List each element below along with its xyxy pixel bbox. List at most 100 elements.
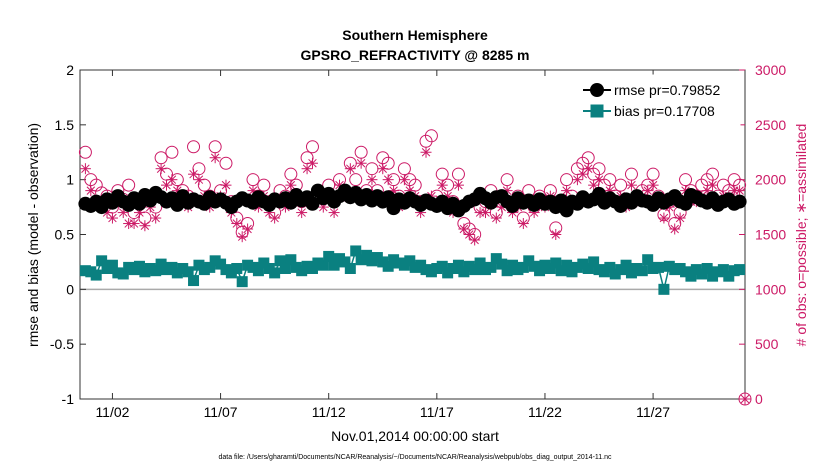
x-tick-label: 11/07: [204, 404, 238, 420]
assimilated-obs-point: [269, 212, 281, 224]
legend-rmse-marker: [590, 83, 604, 97]
assimilated-obs-point: [734, 185, 746, 197]
rmse-point: [732, 194, 747, 209]
asterisk-stroke: [346, 164, 355, 173]
bias-point: [252, 265, 264, 277]
asterisk-stroke: [648, 180, 658, 190]
assimilated-obs-point: [582, 163, 594, 175]
asterisk-stroke: [286, 180, 296, 190]
bias-point: [701, 262, 713, 274]
assimilated-obs-point: [355, 157, 367, 169]
assimilated-obs-point: [306, 157, 318, 169]
legend: rmse pr=0.79852 bias pr=0.17708: [577, 74, 741, 126]
assimilated-obs-point: [382, 174, 394, 186]
chart-title: Southern Hemisphere: [342, 27, 488, 43]
asterisk-stroke: [243, 224, 252, 234]
possible-obs-point: [219, 156, 233, 170]
bias-point: [204, 261, 216, 273]
assimilated-obs-point: [377, 163, 389, 175]
asterisk-stroke: [297, 208, 306, 217]
y-axis-label-left: rmse and bias (model - observation): [25, 123, 41, 347]
assimilated-obs-point: [344, 163, 356, 175]
asterisk-stroke: [156, 164, 166, 173]
asterisk-stroke: [86, 186, 96, 195]
y-tick-label-left: -1: [62, 391, 75, 407]
possible-obs-point: [424, 129, 438, 143]
assimilated-obs-point: [366, 174, 378, 186]
asterisk-stroke: [735, 186, 744, 195]
bias-point: [452, 259, 464, 271]
bias-point: [588, 256, 600, 268]
bias-point: [150, 265, 162, 277]
bias-point: [236, 276, 248, 288]
bias-point: [685, 270, 697, 282]
bias-point: [285, 254, 297, 266]
bias-point: [561, 259, 573, 271]
y-axis-label-right: # of obs: o=possible; ∗=assimilated: [793, 124, 809, 347]
asterisk-stroke: [237, 232, 247, 241]
y-tick-label-right: 1500: [755, 227, 786, 243]
bias-point: [328, 259, 340, 271]
assimilated-obs-point: [669, 223, 681, 235]
y-tick-label-left: 0: [66, 281, 74, 297]
assimilated-obs-point: [150, 212, 162, 224]
bias-point: [182, 266, 194, 278]
chart-subtitle: GPSRO_REFRACTIVITY @ 8285 m: [301, 47, 530, 63]
assimilated-obs-point: [398, 174, 410, 186]
asterisk-stroke: [740, 394, 750, 404]
assimilated-obs-point: [479, 207, 491, 219]
bias-point: [469, 264, 481, 276]
assimilated-obs-point: [469, 234, 481, 246]
assimilated-obs-point: [647, 179, 659, 191]
asterisk-stroke: [481, 208, 490, 217]
asterisk-stroke: [335, 180, 344, 190]
x-tick-label: 11/02: [95, 404, 129, 420]
asterisk-stroke: [437, 180, 447, 190]
bias-point: [550, 257, 562, 269]
rmse-point: [381, 190, 396, 205]
bias-point: [317, 259, 329, 271]
y-tick-label-right: 2000: [755, 172, 786, 188]
asterisk-stroke: [378, 164, 388, 173]
assimilated-obs-point: [128, 218, 140, 230]
zero-count-circle: [738, 392, 752, 406]
asterisk-stroke: [519, 219, 528, 228]
asterisk-stroke: [465, 230, 474, 239]
rmse-point: [305, 196, 320, 211]
asterisk-stroke: [189, 169, 198, 179]
asterisk-stroke: [308, 158, 317, 168]
assimilated-obs-point: [139, 220, 151, 232]
bias-point: [382, 260, 394, 272]
assimilated-obs-point: [625, 179, 637, 191]
legend-bias-label: bias pr=0.17708: [614, 103, 715, 119]
x-tick-label: 11/27: [636, 404, 670, 420]
y-tick-label-right: 2500: [755, 117, 786, 133]
asterisk-stroke: [81, 164, 90, 173]
possible-obs-point: [381, 156, 395, 170]
bias-point: [642, 254, 654, 266]
x-axis-label: Nov.01,2014 00:00:00 start: [331, 428, 499, 444]
asterisk-stroke: [594, 175, 604, 184]
asterisk-stroke: [108, 213, 117, 223]
assimilated-obs-point: [420, 146, 432, 158]
assimilated-obs-point: [79, 163, 91, 175]
asterisk-stroke: [562, 186, 571, 195]
y-tick-label-left: -0.5: [50, 336, 74, 352]
asterisk-stroke: [670, 224, 679, 234]
assimilated-obs-point: [106, 212, 118, 224]
asterisk-stroke: [492, 213, 501, 223]
asterisk-stroke: [454, 180, 463, 190]
asterisk-stroke: [627, 180, 636, 190]
bias-point: [344, 262, 356, 274]
bias-point: [96, 255, 108, 267]
bias-point: [636, 265, 648, 277]
bias-point: [734, 264, 746, 276]
assimilated-obs-point: [593, 174, 605, 186]
bias-point: [620, 259, 632, 271]
bias-point: [269, 267, 281, 279]
bias-point: [339, 256, 351, 268]
asterisk-stroke: [675, 213, 685, 223]
assimilated-obs-point: [193, 174, 205, 186]
bias-point: [604, 261, 616, 273]
